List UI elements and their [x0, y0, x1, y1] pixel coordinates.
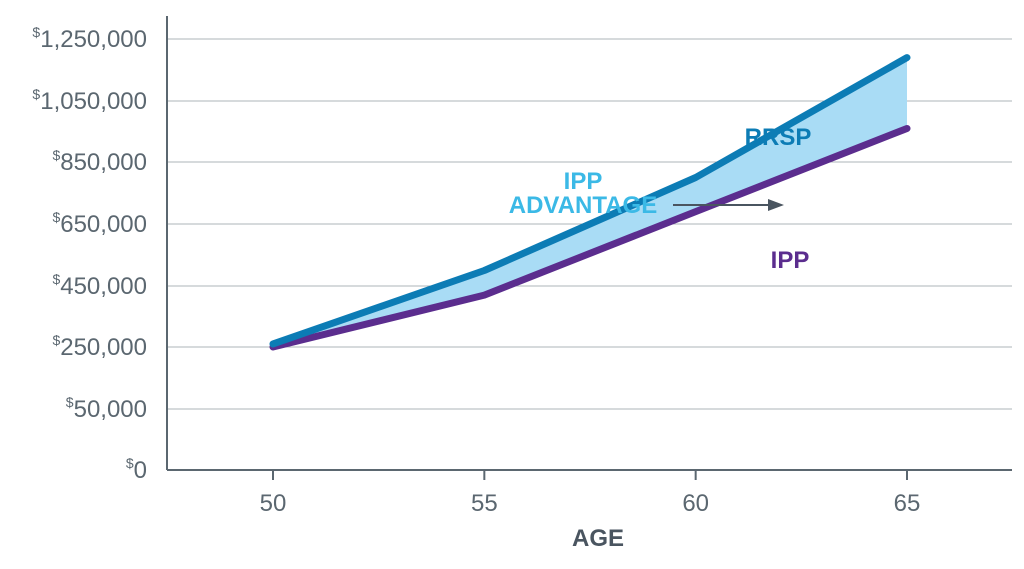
series-line-rrsp [269, 54, 911, 348]
annotation-line-2: ADVANTAGE [509, 192, 657, 219]
y-tick-label: $1,250,000 [32, 24, 147, 53]
x-axis-label: AGE [572, 525, 624, 552]
series-lines [269, 54, 911, 351]
y-tick-label: $250,000 [52, 332, 147, 361]
y-tick-label: $650,000 [52, 209, 147, 238]
x-tick-label: 50 [260, 490, 287, 517]
series-line-ipp [269, 124, 911, 351]
y-tick-label: $850,000 [52, 147, 147, 176]
x-tick-labels: 50 55 60 65 [260, 490, 921, 517]
gridlines [167, 38, 1012, 410]
annotation-line-1: IPP [564, 168, 603, 195]
axes [166, 16, 1012, 480]
y-tick-label: $1,050,000 [32, 86, 147, 115]
y-tick-labels: $0 $50,000 $250,000 $450,000 $650,000 $850,00… [32, 24, 147, 484]
x-tick-label: 65 [894, 490, 921, 517]
y-tick-label: $450,000 [52, 271, 147, 300]
y-tick-label: $50,000 [66, 394, 147, 423]
series-label-rrsp: RRSP [745, 124, 812, 151]
x-tick-label: 55 [471, 490, 498, 517]
series-label-ipp: IPP [771, 247, 810, 274]
annotation-arrow [673, 199, 784, 211]
y-tick-label: $0 [126, 455, 147, 484]
x-tick-label: 60 [682, 490, 709, 517]
